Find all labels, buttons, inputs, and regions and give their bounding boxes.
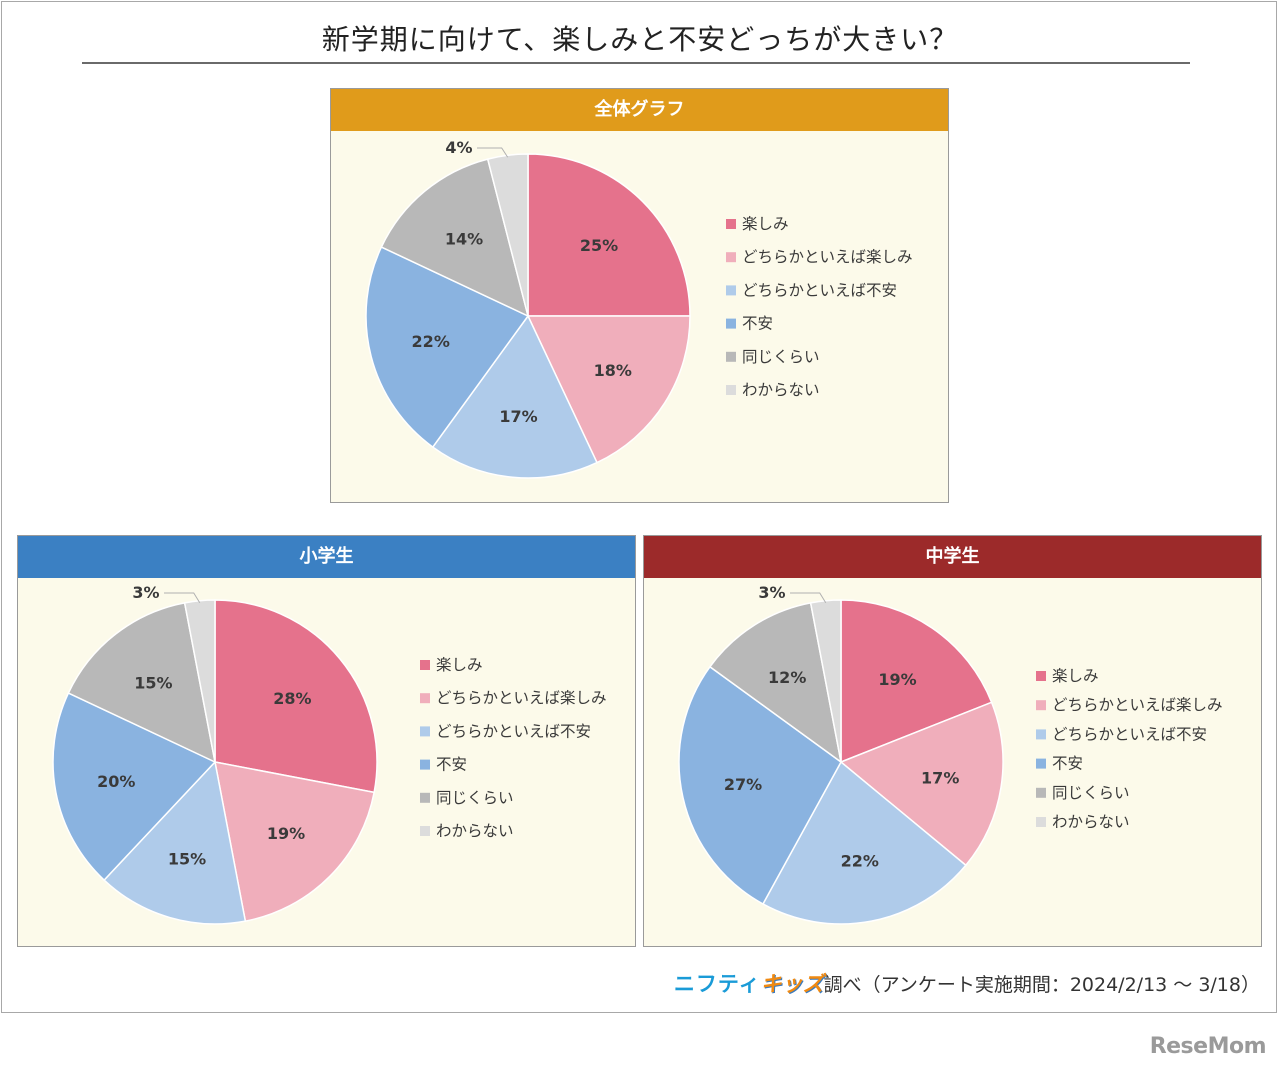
legend-label-tanoshimi: 楽しみ [436, 656, 483, 674]
data-label-fuan: 22% [412, 332, 450, 351]
legend-label-onaji-kurai: 同じくらい [742, 348, 820, 366]
legend-label-dochiraka-tanoshimi: どちらかといえば楽しみ [436, 689, 607, 707]
legend-swatch-fuan [726, 318, 736, 329]
pie-slice-onaji-kurai [708, 601, 843, 764]
legend-label-dochiraka-fuan: どちらかといえば不安 [742, 281, 897, 299]
leader-line-wakaranai [164, 592, 201, 603]
legend-label-wakaranai: わからない [742, 381, 820, 399]
pie-slice-dochiraka-tanoshimi [214, 761, 376, 923]
legend-label-wakaranai: わからない [436, 822, 514, 840]
data-label-dochiraka-tanoshimi: 17% [921, 769, 959, 788]
legend-swatch-dochiraka-tanoshimi [726, 252, 736, 263]
legend-swatch-tanoshimi [1036, 671, 1046, 681]
data-label-onaji-kurai: 12% [768, 668, 806, 687]
leader-line-wakaranai [477, 147, 509, 158]
legend-swatch-tanoshimi [420, 660, 430, 670]
chart-title-overall: 全体グラフ [331, 89, 948, 131]
data-label-tanoshimi: 28% [273, 689, 311, 708]
pie-slice-wakaranai [183, 599, 216, 763]
brand-name-part2: キッズ [760, 972, 824, 996]
pie-chart-elementary: 28% 19% 15% 20% 15% 3% 楽しみどちらかといえば楽しみどちらかといえば不… [52, 583, 607, 925]
legend-swatch-dochiraka-fuan [726, 285, 736, 296]
data-label-dochiraka-fuan: 15% [168, 850, 206, 869]
chart-title-junior-high: 中学生 [644, 536, 1261, 578]
pie-slice-onaji-kurai [380, 158, 530, 318]
pie-slice-tanoshimi [214, 599, 378, 794]
legend-swatch-dochiraka-fuan [1036, 729, 1046, 740]
data-label-wakaranai: 3% [758, 583, 785, 602]
legend-label-dochiraka-fuan: どちらかといえば不安 [1052, 725, 1207, 743]
data-label-onaji-kurai: 14% [445, 230, 483, 249]
legend-swatch-fuan [420, 759, 430, 770]
title-divider [82, 62, 1190, 64]
legend-label-dochiraka-tanoshimi: どちらかといえば楽しみ [1052, 696, 1223, 714]
legend-label-wakaranai: わからない [1052, 813, 1130, 831]
pie-slice-wakaranai [809, 599, 842, 763]
legend-swatch-dochiraka-tanoshimi [420, 693, 430, 704]
legend-label-tanoshimi: 楽しみ [1052, 667, 1099, 685]
data-label-fuan: 27% [724, 775, 762, 794]
pie-slice-fuan [678, 665, 842, 905]
legend-swatch-dochiraka-fuan [420, 726, 430, 737]
legend-swatch-wakaranai [1036, 817, 1046, 827]
data-label-dochiraka-fuan: 22% [841, 852, 879, 871]
data-label-tanoshimi: 25% [580, 236, 618, 255]
pie-slice-dochiraka-fuan [761, 760, 967, 925]
legend-label-tanoshimi: 楽しみ [742, 215, 789, 233]
legend-swatch-wakaranai [726, 385, 736, 395]
legend-swatch-onaji-kurai [1036, 787, 1046, 798]
chart-panel-junior-high: 中学生 19% 17% 22% 27% 12% 3% 楽しみどちらかといえば楽しみ どちらかと… [643, 535, 1262, 947]
pie-slice-onaji-kurai [67, 601, 217, 764]
pie-chart-junior-high: 19% 17% 22% 27% 12% 3% 楽しみどちらかといえば楽しみどちらかといえば不… [678, 583, 1223, 925]
leader-line-wakaranai [790, 592, 827, 603]
pie-slice-dochiraka-tanoshimi [526, 315, 691, 464]
data-label-fuan: 20% [97, 772, 135, 791]
legend-label-fuan: 不安 [1052, 755, 1083, 773]
legend-swatch-dochiraka-tanoshimi [1036, 700, 1046, 711]
legend-label-dochiraka-tanoshimi: どちらかといえば楽しみ [742, 248, 913, 266]
pie-chart-overall: 25% 18% 17% 22% 14% 4% 楽しみどちらかといえば楽しみどちらかといえば不… [365, 138, 913, 479]
legend-swatch-fuan [1036, 758, 1046, 769]
pie-slice-dochiraka-tanoshimi [839, 701, 1004, 867]
legend-swatch-tanoshimi [726, 219, 736, 229]
legend-label-fuan: 不安 [436, 756, 467, 774]
data-label-wakaranai: 4% [445, 138, 472, 157]
data-label-dochiraka-tanoshimi: 18% [594, 361, 632, 380]
chart-panel-elementary: 小学生 28% 19% 15% 20% 15% 3% 楽しみどちらかといえば楽しみ どちらかと… [17, 535, 636, 947]
data-label-dochiraka-tanoshimi: 19% [267, 824, 305, 843]
brand-name-part1: ニフティ [673, 972, 761, 996]
data-label-dochiraka-fuan: 17% [499, 407, 537, 426]
legend-label-fuan: 不安 [742, 315, 773, 333]
legend-swatch-onaji-kurai [420, 792, 430, 803]
pie-slice-wakaranai [486, 153, 529, 317]
legend-label-onaji-kurai: 同じくらい [1052, 784, 1130, 802]
legend-swatch-wakaranai [420, 826, 430, 836]
pie-slice-tanoshimi [527, 153, 691, 317]
chart-title-elementary: 小学生 [18, 536, 635, 578]
legend-label-dochiraka-fuan: どちらかといえば不安 [436, 722, 591, 740]
source-text: 調べ（アンケート実施期間：2024/2/13 〜 3/18） [823, 974, 1260, 996]
pie-slice-tanoshimi [840, 599, 993, 764]
legend-swatch-onaji-kurai [726, 351, 736, 362]
page-title: 新学期に向けて、楽しみと不安どっちが大きい？ [321, 23, 959, 56]
pie-slice-fuan [52, 692, 217, 882]
data-label-wakaranai: 3% [132, 583, 159, 602]
source-note: ニフティキッズ調べ（アンケート実施期間：2024/2/13 〜 3/18） [674, 968, 1260, 998]
data-label-tanoshimi: 19% [878, 670, 916, 689]
pie-slice-dochiraka-fuan [103, 760, 247, 925]
legend-label-onaji-kurai: 同じくらい [436, 789, 514, 807]
data-label-onaji-kurai: 15% [134, 674, 172, 693]
watermark-logo: ReseMom [1149, 1034, 1267, 1059]
pie-slice-dochiraka-fuan [431, 314, 598, 479]
chart-panel-overall: 全体グラフ 25% 18% 17% 22% 14% 4% 楽しみどちらかといえば楽しみ どちら… [330, 88, 949, 503]
